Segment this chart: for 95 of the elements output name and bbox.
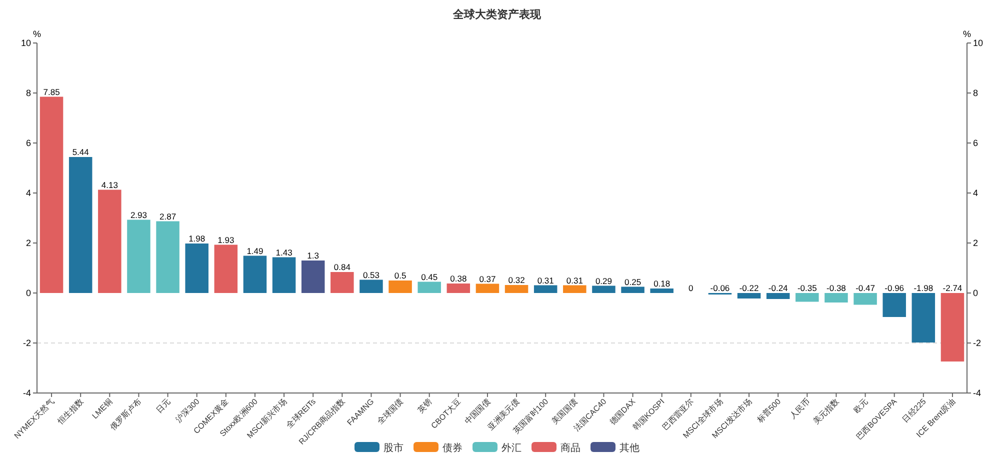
- x-tick-label: 标普500: [754, 396, 783, 425]
- data-label: -0.96: [884, 283, 904, 293]
- data-label: -1.98: [914, 283, 934, 293]
- bar: [127, 220, 150, 293]
- bar: [156, 221, 180, 293]
- bar: [824, 293, 848, 302]
- data-label: -2.74: [942, 283, 962, 293]
- bar: [476, 284, 500, 293]
- y2-tick-label: -4: [973, 388, 982, 398]
- bar: [446, 284, 470, 293]
- y-axis-title: %: [32, 29, 42, 39]
- y-tick-label: 0: [26, 288, 31, 298]
- data-label: -0.47: [856, 283, 876, 293]
- data-label: -0.22: [739, 283, 759, 293]
- data-label: 7.85: [43, 86, 60, 97]
- data-label: 1.93: [218, 234, 234, 245]
- x-tick-label: 人民币: [788, 397, 812, 420]
- data-label: 0: [688, 283, 694, 293]
- bar: [766, 293, 790, 299]
- data-label: 0.37: [479, 274, 496, 284]
- x-tick-label: 全球国债: [376, 397, 405, 426]
- bar: [796, 293, 819, 302]
- bar: [912, 293, 936, 342]
- bar: [534, 285, 558, 293]
- bar: [98, 190, 122, 293]
- y2-tick-label: 6: [973, 138, 978, 148]
- y-tick-label: -4: [22, 388, 31, 398]
- y2-tick-label: -2: [973, 338, 982, 348]
- data-label: -0.38: [826, 283, 846, 293]
- data-label: 0.25: [624, 276, 642, 287]
- x-tick-label: 沪深300: [174, 396, 202, 424]
- x-tick-label: 日元: [154, 397, 172, 415]
- data-label: 4.13: [101, 180, 118, 190]
- x-tick-label: 英镑: [416, 397, 434, 415]
- y2-tick-label: 0: [973, 288, 978, 298]
- legend-label: 股市: [384, 442, 404, 454]
- data-label: 0.84: [334, 262, 351, 272]
- bar: [360, 280, 383, 293]
- data-label: 0.29: [595, 276, 612, 286]
- bar: [330, 272, 354, 293]
- bar: [621, 286, 644, 293]
- x-tick-label: 欧元: [852, 397, 870, 415]
- data-label: 0.18: [654, 278, 670, 288]
- bar: [388, 280, 412, 293]
- y2-axis-title: %: [962, 29, 972, 39]
- bar: [940, 293, 964, 362]
- bar: [243, 256, 267, 293]
- bar: [68, 157, 92, 293]
- bar: [592, 286, 616, 293]
- y-tick-label: 2: [26, 238, 31, 248]
- legend-label: 其他: [620, 442, 640, 454]
- y-tick-label: -2: [22, 338, 31, 348]
- legend-label: 外汇: [502, 442, 522, 454]
- data-label: 0.53: [362, 270, 380, 280]
- y2-tick-label: 2: [973, 238, 978, 248]
- y-tick-label: 6: [26, 138, 31, 148]
- bar: [854, 293, 877, 305]
- data-label: 2.93: [130, 210, 148, 220]
- data-label: 0.38: [450, 274, 467, 284]
- bar: [301, 260, 325, 293]
- legend-label: 商品: [560, 442, 580, 454]
- bar: [882, 293, 906, 317]
- data-label: -0.06: [710, 283, 730, 293]
- data-label: -0.24: [768, 283, 788, 293]
- data-label: 0.31: [566, 275, 584, 286]
- y-tick-label: 10: [20, 38, 31, 48]
- bar: [214, 244, 238, 293]
- bar: [40, 96, 64, 293]
- x-tick-label: 美元指数: [812, 397, 841, 426]
- data-label: 0.45: [421, 272, 438, 282]
- bar: [563, 285, 586, 293]
- y2-tick-label: 8: [973, 88, 978, 98]
- data-label: 2.87: [160, 211, 176, 222]
- y-tick-label: 8: [26, 88, 31, 98]
- bar: [737, 293, 761, 298]
- bar: [185, 244, 208, 293]
- y-tick-label: 4: [26, 188, 31, 198]
- data-label: 5.44: [72, 147, 90, 157]
- data-label: 1.49: [246, 246, 264, 256]
- data-label: 0.31: [537, 275, 554, 286]
- data-label: 1.98: [188, 234, 206, 244]
- bar: [504, 285, 528, 293]
- y2-tick-label: 4: [973, 188, 978, 198]
- x-tick-label: 恒生指数: [55, 397, 86, 427]
- data-label: 1.43: [276, 247, 293, 258]
- chart-title: 全球大类资产表现: [452, 8, 542, 21]
- data-label: 0.32: [508, 275, 526, 285]
- data-label: -0.35: [797, 283, 818, 293]
- bar: [418, 282, 441, 293]
- bar: [650, 288, 674, 293]
- data-label: 0.5: [394, 270, 406, 280]
- legend-label: 债券: [442, 442, 462, 454]
- y2-tick-label: 10: [973, 38, 984, 48]
- bar: [272, 257, 296, 293]
- data-label: 1.3: [307, 250, 320, 260]
